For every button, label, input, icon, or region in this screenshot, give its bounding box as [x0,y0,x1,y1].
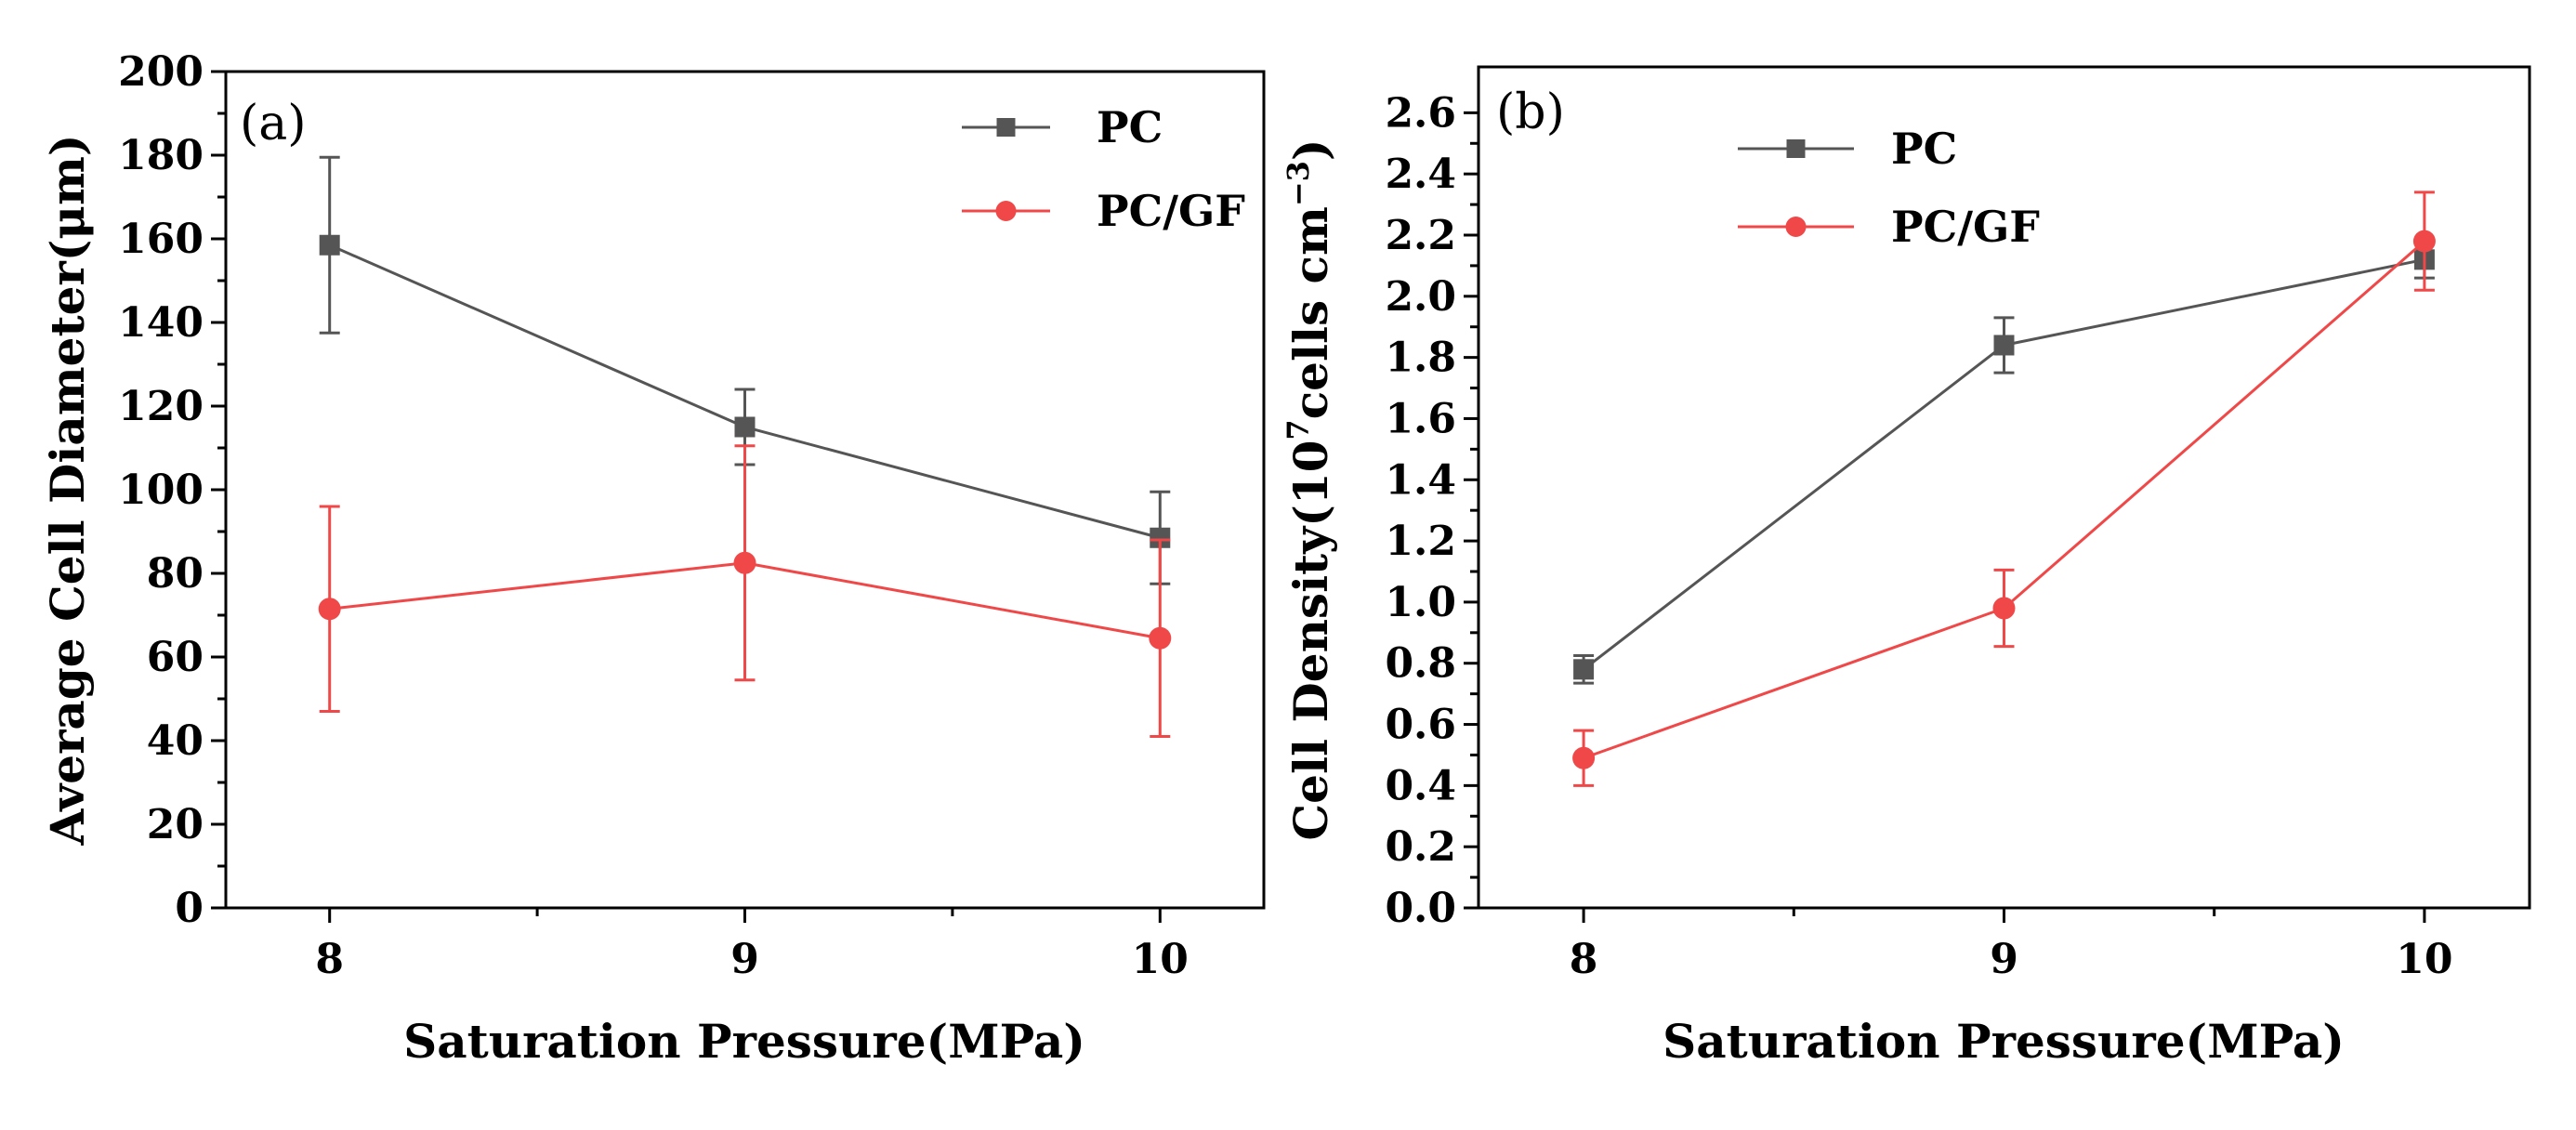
y-axis-title-b-exp: 7 [1281,419,1316,440]
y-axis-title-b-unit: cells cm [1283,206,1338,419]
legend-a: PC PC/GF [962,102,1245,236]
x-tick-label-a: 8 [315,936,344,983]
y-tick-label-b: 1.8 [1385,335,1456,382]
data-point-pcgf-b [1572,746,1596,769]
y-axis-title-b-main: Cell Density(10 [1283,440,1338,841]
y-tick-label-a: 60 [147,634,204,681]
y-axis-title-a: Average Cell Diameter(μm) [40,134,95,846]
x-tick-label-a: 10 [1132,936,1189,983]
data-point-pcgf-a [318,598,341,621]
panel-a-diameter-chart: (a) Saturation Pressure(MPa) Average Cel… [40,48,1266,1069]
data-point-pcgf-b [2412,230,2436,253]
x-tick-label-a: 9 [730,936,759,983]
y-tick-label-b: 0.0 [1385,885,1456,932]
data-point-pc-a [1150,527,1171,548]
y-axis-title-b: Cell Density(107cells cm−3) [1281,138,1338,840]
y-tick-label-a: 120 [118,383,204,430]
y-tick-label-b: 0.8 [1385,640,1456,688]
x-axis-title-a: Saturation Pressure(MPa) [403,1014,1085,1069]
y-tick-label-a: 20 [147,801,204,848]
y-tick-label-a: 40 [147,717,204,765]
y-tick-label-a: 180 [118,132,204,179]
data-point-pc-a [734,416,756,438]
y-axis-title-b-unit-exp: −3 [1281,161,1316,206]
y-tick-label-b: 2.0 [1385,273,1456,321]
legend-label-pc-b: PC [1891,124,1957,174]
panel-label-a: (a) [240,96,307,151]
y-tick-label-a: 200 [118,48,204,96]
legend-label-pcgf-a: PC/GF [1097,186,1245,236]
y-tick-label-a: 80 [147,550,204,598]
y-tick-label-b: 2.4 [1385,151,1456,198]
panel-b-density-chart: (b) Saturation Pressure(MPa) Cell Densit… [1281,65,2531,1069]
y-tick-label-a: 0 [175,885,204,932]
data-point-pcgf-b [1992,597,2016,620]
legend-label-pc-a: PC [1097,102,1163,152]
x-tick-label-b: 10 [2396,936,2452,983]
data-point-pc-b [1573,659,1595,680]
y-tick-label-b: 0.2 [1385,823,1456,871]
y-tick-label-b: 1.4 [1385,456,1456,504]
y-tick-label-a: 160 [118,216,204,263]
y-tick-label-b: 0.4 [1385,762,1456,809]
y-tick-label-b: 1.0 [1385,579,1456,626]
y-tick-label-a: 100 [118,466,204,514]
data-point-pc-a [319,234,340,256]
y-tick-label-b: 0.6 [1385,702,1456,749]
plot-frame-b [1477,65,2531,910]
x-tick-label-b: 8 [1570,936,1598,983]
data-point-pcgf-a [733,551,756,574]
y-tick-label-b: 1.6 [1385,395,1456,442]
x-axis-title-b: Saturation Pressure(MPa) [1663,1014,2345,1069]
y-axis-title-b-close: ) [1283,138,1338,161]
y-tick-label-a: 140 [118,299,204,347]
y-tick-label-b: 2.6 [1385,89,1456,137]
legend-marker-pcgf-b [1785,217,1807,237]
data-point-pc-b [1993,335,2015,356]
panel-label-b: (b) [1496,85,1565,140]
legend-label-pcgf-b: PC/GF [1891,202,2040,252]
y-tick-label-b: 1.2 [1385,518,1456,565]
legend-marker-pcgf-a [995,201,1017,221]
legend-marker-pc-b [1786,139,1806,158]
x-tick-label-b: 9 [1990,936,2018,983]
legend-b: PC PC/GF [1738,124,2040,252]
y-tick-label-b: 2.2 [1385,212,1456,259]
legend-marker-pc-a [996,118,1016,137]
data-point-pcgf-a [1149,626,1172,650]
